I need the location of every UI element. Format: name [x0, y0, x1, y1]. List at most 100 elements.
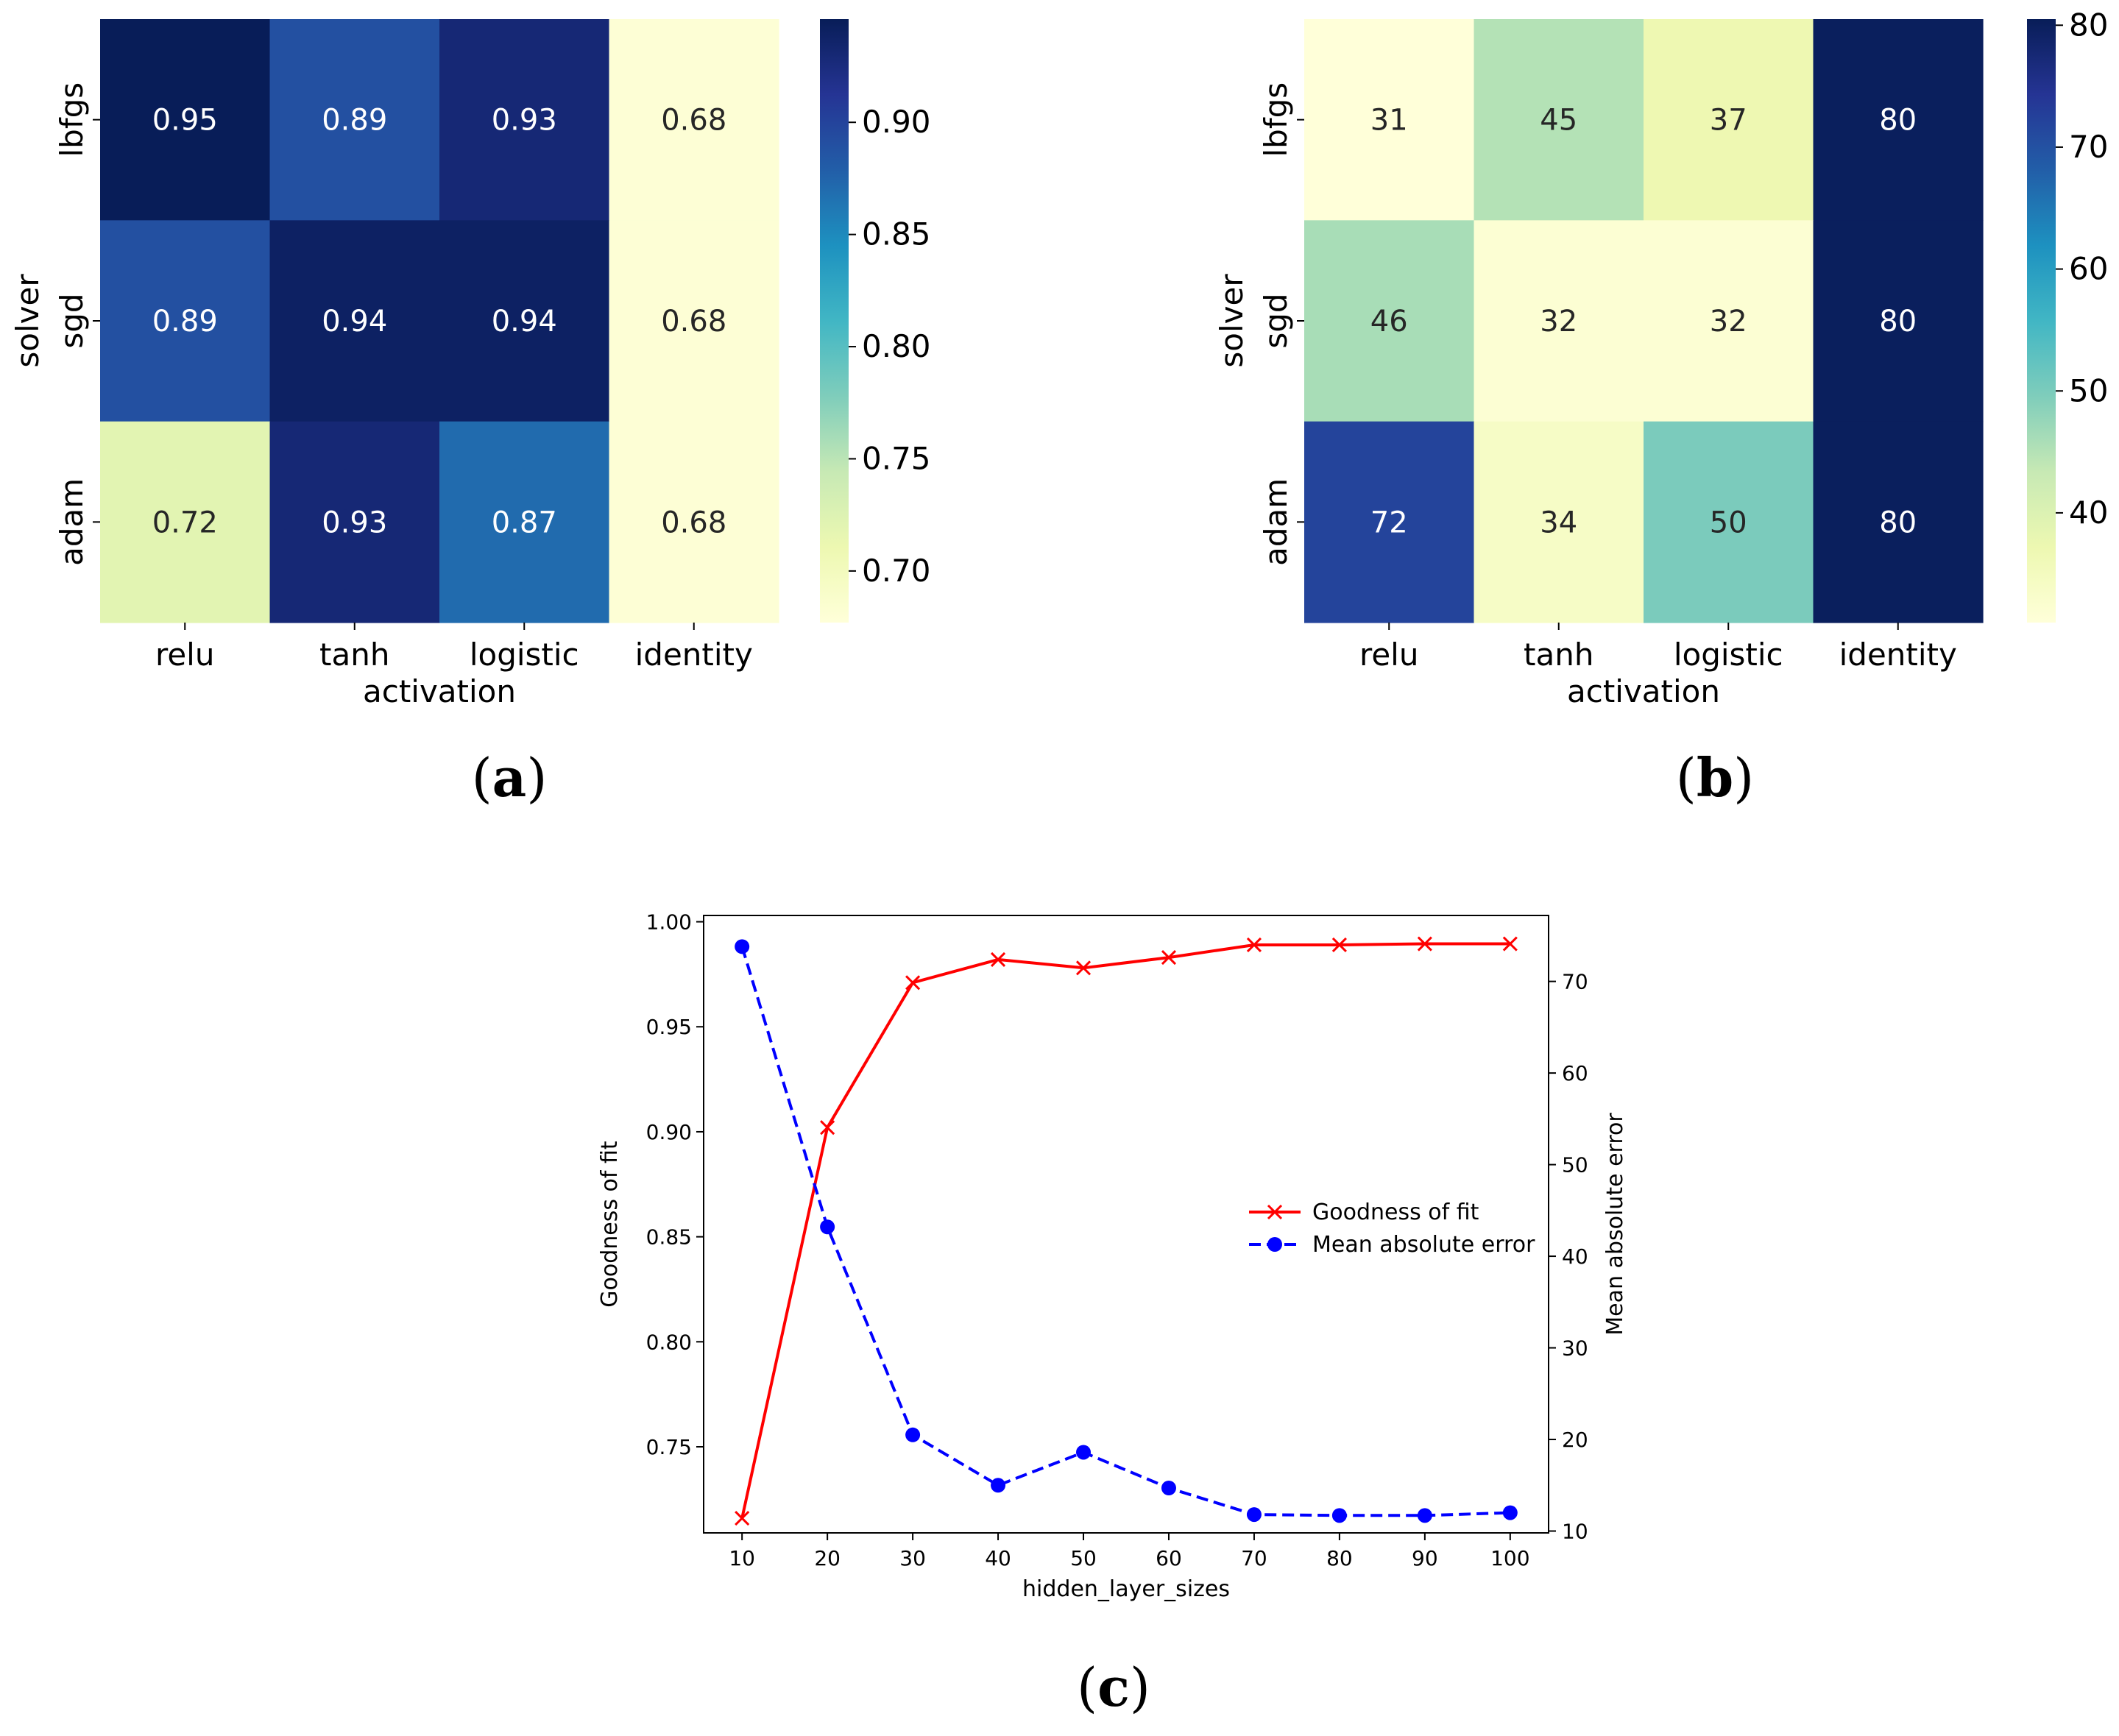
y-tick-label: adam [1258, 478, 1294, 566]
mean-absolute-error-point [991, 1478, 1006, 1493]
y-tick-label-right: 10 [1562, 1520, 1588, 1544]
heatmap-cell [100, 220, 271, 422]
heatmap-cell [1474, 421, 1644, 623]
x-tick-label: logistic [470, 637, 579, 673]
y-tick-label-right: 60 [1562, 1061, 1588, 1085]
caption-c: (c) [1077, 1656, 1150, 1718]
cell-value-label: 50 [1710, 506, 1747, 539]
goodness-of-fit-point [1502, 936, 1518, 952]
goodness-of-fit-point [990, 952, 1006, 967]
colorbar [820, 19, 849, 623]
cell-value-label: 80 [1879, 104, 1917, 138]
goodness-of-fit-point [905, 975, 921, 991]
cell-value-label: 0.93 [492, 104, 557, 138]
y-tick-label-left: 0.90 [646, 1120, 692, 1144]
heatmap-cell [1813, 220, 1984, 422]
cell-value-label: 80 [1879, 305, 1917, 339]
heatmap-cell [269, 421, 440, 623]
heatmap-cell [1813, 19, 1984, 221]
heatmap-cell [1304, 19, 1475, 221]
cell-value-label: 0.95 [152, 104, 218, 138]
heatmap-panel-a: 0.95 0.89 0.93 0.68 0.89 0.94 0.94 0.68 0.72 0.93… [10, 19, 931, 709]
y-tick-label-left: 0.75 [646, 1435, 692, 1459]
colorbar-tick-label: 0.75 [862, 440, 931, 476]
x-tick-label: identity [635, 637, 753, 673]
x-tick-label: 10 [729, 1546, 755, 1570]
mean-absolute-error-point [1076, 1445, 1092, 1460]
colorbar-tick-label: 0.85 [862, 216, 931, 252]
y-tick-label-right: 70 [1562, 970, 1588, 994]
y-tick-label: sgd [54, 293, 90, 348]
heatmap-cell [439, 421, 610, 623]
x-tick-label: relu [155, 637, 214, 673]
heatmap-cell [1304, 421, 1475, 623]
heatmap-cell [100, 19, 271, 221]
y-tick-label-right: 20 [1562, 1428, 1588, 1452]
x-tick-label: 20 [814, 1546, 841, 1570]
colorbar-tick-label: 0.90 [862, 104, 931, 140]
heatmap-cell [1644, 421, 1814, 623]
cell-value-label: 80 [1879, 506, 1917, 539]
line-chart-panel-c: 10 20 30 40 50 60 70 80 90 100 0.75 0.80 0.85 0.90 0.9… [597, 910, 1628, 1602]
cell-value-label: 0.87 [492, 506, 557, 539]
x-tick-label: 100 [1490, 1546, 1529, 1570]
x-tick-label: 60 [1156, 1546, 1182, 1570]
heatmap-cell [439, 220, 610, 422]
y-axis-title-right: Mean absolute error [1602, 1113, 1628, 1336]
y-tick-label-right: 40 [1562, 1244, 1588, 1269]
goodness-of-fit-point [1075, 960, 1092, 976]
caption-a: (a) [472, 746, 548, 809]
legend-label: Goodness of fit [1312, 1200, 1479, 1225]
colorbar-tick-label: 0.70 [862, 553, 931, 589]
cell-value-label: 0.72 [152, 506, 218, 539]
x-tick-label: 70 [1241, 1546, 1267, 1570]
heatmap-panel-b: 31 45 37 80 46 32 32 80 72 34 50 80 relu tanh logistic… [1214, 7, 2108, 709]
heatmap-cell [1474, 220, 1644, 422]
heatmap-cell [1474, 19, 1644, 221]
mean-absolute-error-point [1246, 1507, 1262, 1523]
legend-marker [1267, 1237, 1282, 1252]
y-tick-label-left: 0.95 [646, 1015, 692, 1039]
x-tick-label: 30 [899, 1546, 926, 1570]
goodness-of-fit-point [1161, 950, 1177, 966]
x-tick-label: 40 [985, 1546, 1011, 1570]
goodness-of-fit-point [1417, 936, 1432, 952]
goodness-of-fit-point [1246, 937, 1262, 953]
y-axis-title: solver [10, 274, 46, 368]
colorbar-tick-label: 40 [2069, 495, 2108, 531]
x-tick-label: 50 [1070, 1546, 1097, 1570]
heatmap-cell [1304, 220, 1475, 422]
y-tick-label-left: 1.00 [646, 910, 692, 935]
colorbar-tick-label: 80 [2069, 7, 2108, 43]
goodness-of-fit-line [740, 942, 1510, 1519]
caption-b: (b) [1676, 746, 1755, 809]
mean-absolute-error-point [1331, 1508, 1347, 1523]
y-axis-title: solver [1214, 274, 1250, 368]
cell-value-label: 0.94 [492, 305, 557, 339]
mean-absolute-error-point [1417, 1508, 1432, 1523]
legend-marker [1267, 1204, 1283, 1220]
plot-frame [703, 915, 1549, 1534]
heatmap-cell [269, 19, 440, 221]
cell-value-label: 0.68 [661, 305, 726, 339]
cell-value-label: 0.94 [322, 305, 387, 339]
x-tick-label: logistic [1674, 637, 1783, 673]
y-tick-label-left: 0.80 [646, 1330, 692, 1354]
cell-value-label: 0.93 [322, 506, 387, 539]
heatmap-cell [439, 19, 610, 221]
goodness-of-fit-point [820, 1120, 835, 1136]
cell-value-label: 32 [1540, 305, 1577, 339]
y-tick-label: lbfgs [54, 82, 90, 157]
mean-absolute-error-point [820, 1219, 835, 1235]
y-tick-label: adam [54, 478, 90, 566]
heatmap-cell [609, 19, 779, 221]
cell-value-label: 0.68 [661, 506, 726, 539]
heatmap-cell [1644, 220, 1814, 422]
goodness-of-fit-point [735, 1510, 750, 1526]
y-tick-label-right: 50 [1562, 1153, 1588, 1177]
colorbar-tick-label: 50 [2069, 372, 2108, 408]
cell-value-label: 72 [1370, 506, 1408, 539]
y-tick-label-left: 0.85 [646, 1225, 692, 1250]
x-tick-label: 90 [1412, 1546, 1438, 1570]
